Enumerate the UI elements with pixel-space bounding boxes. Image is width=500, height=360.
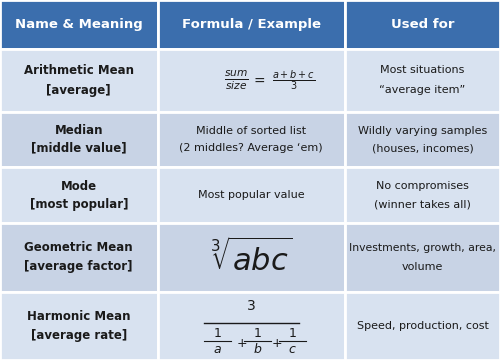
- Bar: [0, 292, 158, 360]
- Bar: [0, 0, 158, 49]
- Bar: [158, 112, 345, 167]
- Bar: [158, 49, 345, 112]
- Text: Formula / Example: Formula / Example: [182, 18, 321, 31]
- Text: [average]: [average]: [46, 84, 111, 97]
- Text: b: b: [254, 343, 261, 356]
- Text: volume: volume: [402, 262, 443, 272]
- Bar: [158, 0, 345, 49]
- Text: Most popular value: Most popular value: [198, 190, 304, 200]
- Bar: [345, 223, 500, 292]
- Text: Name & Meaning: Name & Meaning: [15, 18, 142, 31]
- Text: 1: 1: [214, 327, 221, 340]
- Text: 1: 1: [288, 327, 296, 340]
- Text: Mode: Mode: [60, 180, 97, 193]
- Bar: [345, 167, 500, 223]
- Bar: [0, 112, 158, 167]
- Text: $\frac{a+b+c}{3}$: $\frac{a+b+c}{3}$: [272, 68, 316, 92]
- Text: 3: 3: [247, 299, 256, 313]
- Text: [average factor]: [average factor]: [24, 261, 133, 274]
- Text: $\frac{\mathit{sum}}{\mathit{size}}$: $\frac{\mathit{sum}}{\mathit{size}}$: [224, 68, 248, 92]
- Text: 1: 1: [254, 327, 261, 340]
- Text: Speed, production, cost: Speed, production, cost: [356, 321, 488, 331]
- Text: Harmonic Mean: Harmonic Mean: [27, 310, 130, 323]
- Bar: [345, 112, 500, 167]
- Text: [most popular]: [most popular]: [30, 198, 128, 211]
- Text: Arithmetic Mean: Arithmetic Mean: [24, 63, 134, 77]
- Text: Middle of sorted list: Middle of sorted list: [196, 126, 306, 136]
- Text: “average item”: “average item”: [380, 85, 466, 95]
- Bar: [158, 223, 345, 292]
- Text: Median: Median: [54, 124, 103, 137]
- Text: No compromises: No compromises: [376, 181, 469, 192]
- Text: +: +: [272, 337, 282, 350]
- Text: Most situations: Most situations: [380, 65, 464, 75]
- Text: (winner takes all): (winner takes all): [374, 199, 471, 209]
- Bar: [158, 167, 345, 223]
- Bar: [0, 167, 158, 223]
- Bar: [345, 0, 500, 49]
- Text: $=$: $=$: [252, 73, 266, 87]
- Bar: [345, 49, 500, 112]
- Text: a: a: [214, 343, 221, 356]
- Bar: [158, 292, 345, 360]
- Bar: [345, 292, 500, 360]
- Text: (2 middles? Average ‘em): (2 middles? Average ‘em): [180, 143, 323, 153]
- Text: Investments, growth, area,: Investments, growth, area,: [349, 243, 496, 253]
- Text: c: c: [289, 343, 296, 356]
- Bar: [0, 49, 158, 112]
- Text: Geometric Mean: Geometric Mean: [24, 241, 133, 254]
- Text: [middle value]: [middle value]: [31, 142, 126, 155]
- Text: +: +: [237, 337, 248, 350]
- Text: Wildly varying samples: Wildly varying samples: [358, 126, 487, 136]
- Text: (houses, incomes): (houses, incomes): [372, 143, 474, 153]
- Text: Used for: Used for: [391, 18, 454, 31]
- Bar: [0, 223, 158, 292]
- Text: $\sqrt[3]{\mathit{abc}}$: $\sqrt[3]{\mathit{abc}}$: [210, 238, 292, 277]
- Text: [average rate]: [average rate]: [30, 329, 127, 342]
